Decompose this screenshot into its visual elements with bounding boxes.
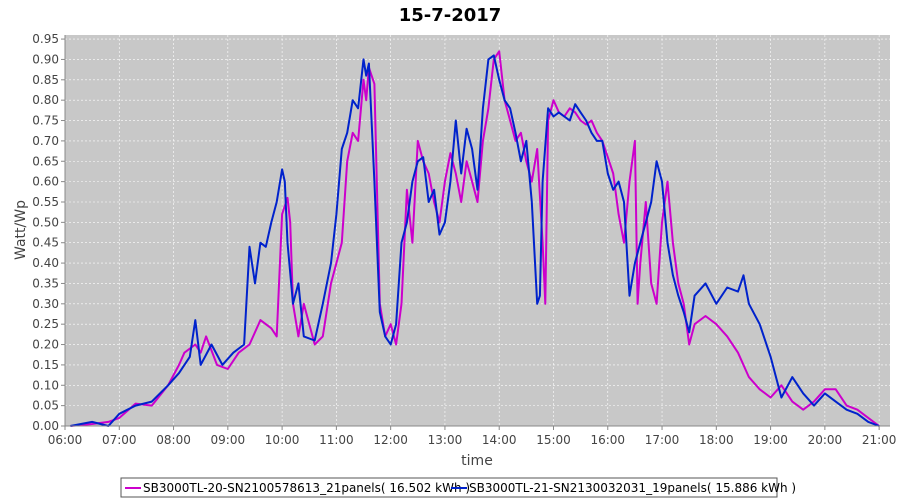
x-tick-label: 13:00 [428, 433, 463, 447]
y-tick-label: 0.05 [32, 399, 59, 413]
legend-label-1: SB3000TL-20-SN2100578613_21panels( 16.50… [143, 481, 470, 495]
x-tick-label: 17:00 [645, 433, 680, 447]
y-tick-label: 0.15 [32, 358, 59, 372]
y-tick-label: 0.45 [32, 236, 59, 250]
x-tick-label: 10:00 [265, 433, 300, 447]
x-tick-label: 08:00 [156, 433, 191, 447]
y-tick-label: 0.50 [32, 215, 59, 229]
x-tick-label: 19:00 [753, 433, 788, 447]
x-tick-label: 21:00 [862, 433, 897, 447]
series-line-1 [70, 50, 880, 427]
y-tick-label: 0.40 [32, 256, 59, 270]
y-tick-label: 0.25 [32, 317, 59, 331]
x-tick-label: 15:00 [536, 433, 571, 447]
y-tick-label: 0.75 [32, 114, 59, 128]
x-tick-label: 11:00 [319, 433, 354, 447]
y-tick-label: 0.20 [32, 338, 59, 352]
legend-box [120, 477, 778, 498]
x-tick-label: 14:00 [482, 433, 517, 447]
y-axis-title: Watt/Wp [13, 200, 29, 260]
chart-title: 15-7-2017 [399, 5, 502, 26]
x-tick-label: 18:00 [699, 433, 734, 447]
x-tick-label: 09:00 [211, 433, 246, 447]
x-axis-ticks: 06:00 07:00 08:00 09:00 10:00 11:00 12:00 13:00… [48, 426, 897, 447]
y-tick-label: 0.60 [32, 175, 59, 189]
y-tick-label: 0.35 [32, 276, 59, 290]
y-tick-label: 0.10 [32, 378, 59, 392]
y-tick-label: 0.55 [32, 195, 59, 209]
y-tick-label: 0.30 [32, 297, 59, 311]
plot-area [65, 35, 890, 426]
y-axis-ticks: 0.00 0.05 0.10 0.15 0.20 0.25 0.30 0.35 0.40 0.45… [32, 32, 65, 433]
x-tick-label: 06:00 [48, 433, 83, 447]
series-lines [70, 50, 880, 427]
y-tick-label: 0.95 [32, 32, 59, 46]
x-tick-label: 12:00 [373, 433, 408, 447]
x-tick-label: 20:00 [808, 433, 843, 447]
x-tick-label: 16:00 [590, 433, 625, 447]
x-tick-label: 07:00 [102, 433, 137, 447]
legend-label-2: SB3000TL-21-SN2130032031_19panels( 15.88… [469, 481, 796, 495]
y-tick-label: 0.80 [32, 93, 59, 107]
y-tick-label: 0.65 [32, 154, 59, 168]
y-tick-label: 0.00 [32, 419, 59, 433]
x-axis-title: time [461, 453, 493, 469]
series-line-2 [70, 54, 880, 427]
y-tick-label: 0.70 [32, 134, 59, 148]
legend: SB3000TL-20-SN2100578613_21panels( 16.50… [120, 477, 796, 498]
y-tick-label: 0.85 [32, 73, 59, 87]
y-tick-label: 0.90 [32, 52, 59, 66]
